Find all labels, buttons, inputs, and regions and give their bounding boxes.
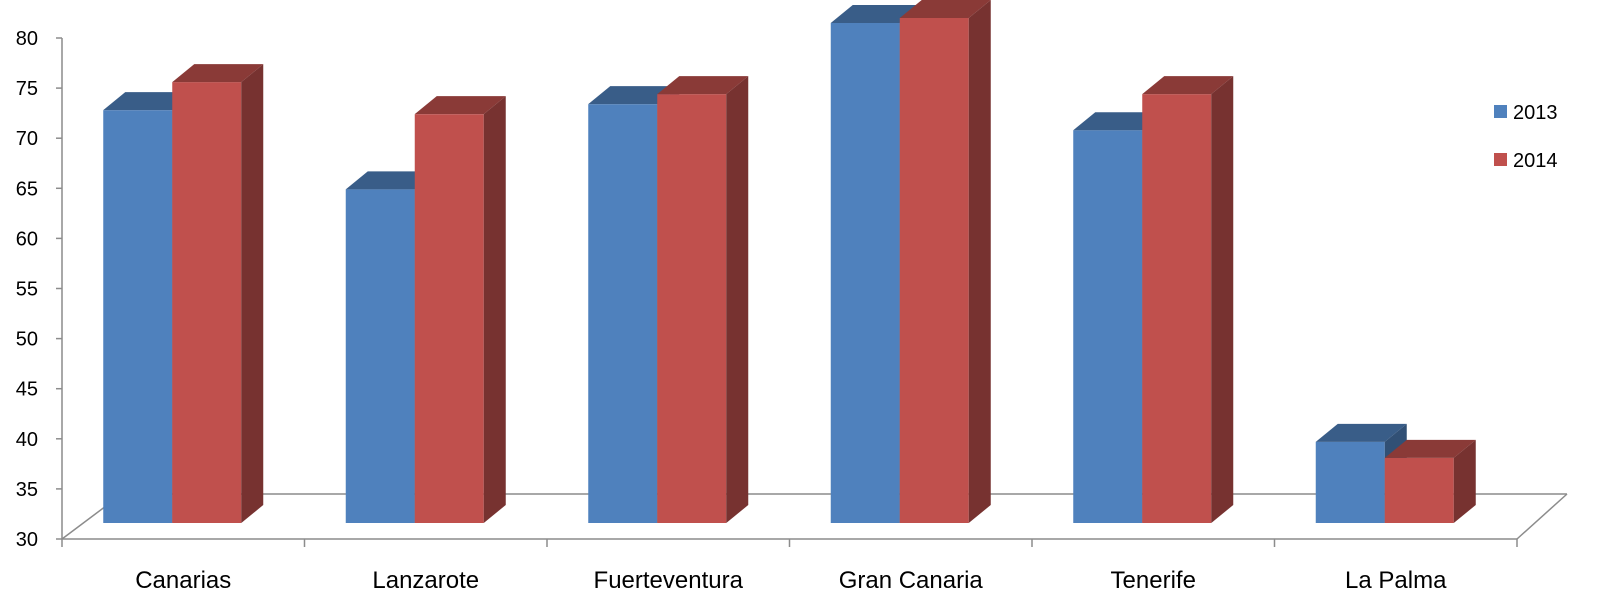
y-tick-label: 40 — [16, 429, 38, 451]
bar-side-face — [1453, 439, 1476, 523]
bar-front-face — [414, 114, 484, 524]
legend: 2013 2014 — [1494, 102, 1558, 172]
y-tick-label: 60 — [16, 228, 38, 250]
chart-axes — [56, 37, 1518, 547]
legend-item-2013: 2013 — [1494, 102, 1558, 124]
bar-2014-la-palma — [1384, 439, 1476, 523]
legend-swatch — [1494, 105, 1507, 118]
chart-bars — [103, 0, 1476, 524]
bar-top-face — [1142, 76, 1234, 95]
bar-front-face — [588, 104, 658, 523]
bar-front-face — [1315, 441, 1385, 523]
bar-top-face — [657, 76, 749, 95]
bar-2014-canarias — [172, 64, 264, 524]
bar-top-face — [1315, 423, 1407, 442]
y-tick-label: 45 — [16, 379, 38, 401]
x-category-label: Lanzarote — [372, 567, 479, 594]
legend-label: 2013 — [1513, 102, 1558, 124]
floor-right-edge — [1516, 493, 1568, 540]
bar-front-face — [657, 94, 727, 524]
bar-top-face — [830, 5, 922, 24]
x-category-label: Tenerife — [1111, 567, 1196, 594]
bar-top-face — [172, 64, 264, 83]
y-tick-label: 50 — [16, 329, 38, 351]
bar-front-face — [899, 17, 969, 523]
y-tick-label: 35 — [16, 479, 38, 501]
bar-side-face — [1211, 76, 1234, 524]
bar-top-face — [1384, 439, 1476, 458]
bar-front-face — [103, 110, 173, 524]
x-category-label: Fuerteventura — [594, 567, 744, 594]
bar-front-face — [1142, 94, 1212, 524]
bar-side-face — [483, 96, 506, 524]
y-tick-label: 65 — [16, 178, 38, 200]
x-category-label: Canarias — [135, 567, 231, 594]
y-tick-label: 55 — [16, 279, 38, 301]
bar-front-face — [172, 82, 242, 524]
legend-label: 2014 — [1513, 150, 1558, 172]
y-tick-label: 30 — [16, 529, 38, 551]
y-tick-label: 80 — [16, 28, 38, 50]
bar-2014-tenerife — [1142, 76, 1234, 524]
bar-2014-fuerteventura — [657, 76, 749, 524]
x-category-label: Gran Canaria — [839, 567, 984, 594]
legend-swatch — [1494, 153, 1507, 166]
bar-top-face — [414, 96, 506, 115]
bar-top-face — [588, 86, 680, 105]
bar-top-face — [899, 0, 991, 18]
legend-item-2014: 2014 — [1494, 150, 1558, 172]
chart-labels: 30 35 40 45 50 55 60 65 70 75 80 Canarias Lanzarote F… — [16, 28, 1447, 594]
bar-top-face — [1073, 112, 1165, 131]
bar-2014-gran-canaria — [899, 0, 991, 523]
y-tick-label: 70 — [16, 128, 38, 150]
bar-side-face — [726, 76, 749, 524]
x-category-label: La Palma — [1345, 567, 1447, 594]
bar-front-face — [830, 23, 900, 523]
bar-top-face — [103, 92, 195, 111]
bar-2014-lanzarote — [414, 96, 506, 524]
y-tick-label: 75 — [16, 78, 38, 100]
bar-front-face — [345, 189, 415, 524]
bar-top-face — [345, 171, 437, 190]
bar-side-face — [241, 64, 264, 524]
bar-front-face — [1073, 130, 1143, 523]
bar-side-face — [968, 0, 991, 523]
bar-front-face — [1384, 457, 1454, 523]
